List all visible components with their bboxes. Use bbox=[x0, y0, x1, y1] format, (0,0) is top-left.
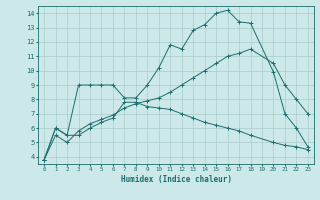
X-axis label: Humidex (Indice chaleur): Humidex (Indice chaleur) bbox=[121, 175, 231, 184]
